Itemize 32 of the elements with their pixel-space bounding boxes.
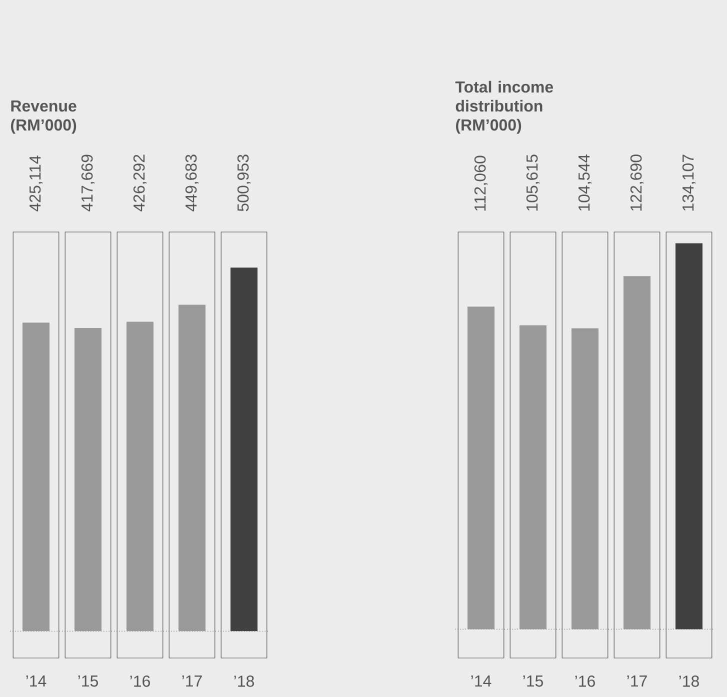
bar	[468, 306, 495, 630]
bar	[676, 243, 703, 630]
x-tick-label: ’16	[575, 676, 595, 687]
data-label: 425,114	[29, 156, 43, 212]
bar	[74, 328, 102, 632]
x-tick-label: ’17	[182, 676, 202, 687]
x-tick-label: ’14	[471, 676, 492, 687]
data-label: 426,292	[133, 154, 147, 212]
x-tick-label: ’17	[627, 676, 647, 687]
chart-title: Total income distribution (RM’000)	[455, 80, 554, 134]
x-tick-label: ’14	[26, 676, 46, 687]
bar	[520, 325, 547, 630]
bar	[572, 328, 599, 630]
data-label: 417,669	[81, 154, 95, 212]
data-label: 104,544	[578, 154, 592, 211]
x-tick-label: ’15	[523, 676, 543, 687]
data-label: 449,683	[185, 154, 199, 212]
data-label: 105,615	[526, 154, 540, 211]
data-label: 134,107	[682, 154, 696, 211]
x-tick-label: ’18	[234, 676, 254, 687]
x-tick-label: ’15	[78, 676, 98, 687]
chart-title: Revenue (RM’000)	[11, 100, 76, 134]
bar	[22, 322, 50, 632]
bar	[230, 268, 258, 632]
bar	[624, 276, 651, 630]
bar	[178, 304, 206, 632]
data-label: 122,690	[630, 154, 644, 211]
bar	[126, 322, 154, 632]
data-label: 112,060	[474, 156, 488, 211]
x-tick-label: ’16	[130, 676, 150, 687]
data-label: 500,953	[237, 154, 251, 212]
x-tick-label: ’18	[679, 676, 699, 687]
